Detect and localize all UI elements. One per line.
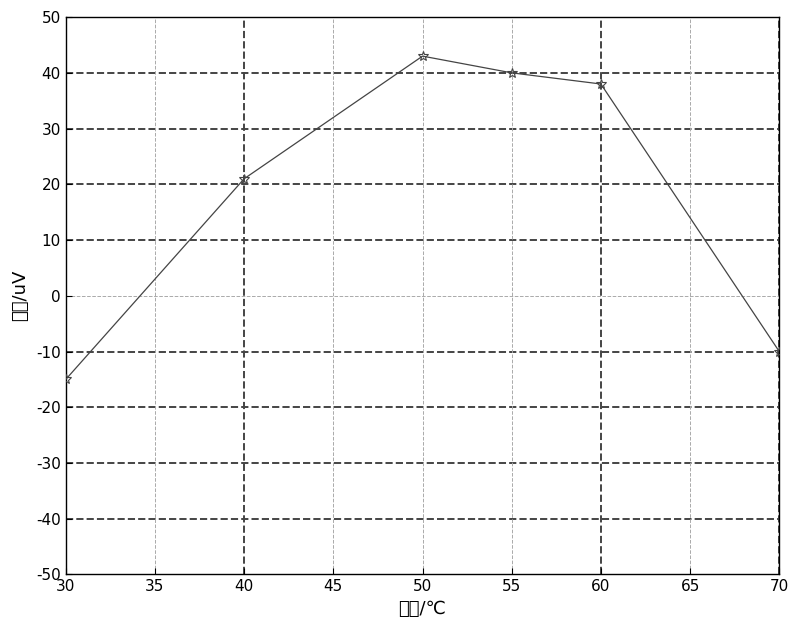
X-axis label: 温度/℃: 温度/℃ [398, 600, 446, 618]
Y-axis label: 幅度/uV: 幅度/uV [11, 270, 29, 321]
